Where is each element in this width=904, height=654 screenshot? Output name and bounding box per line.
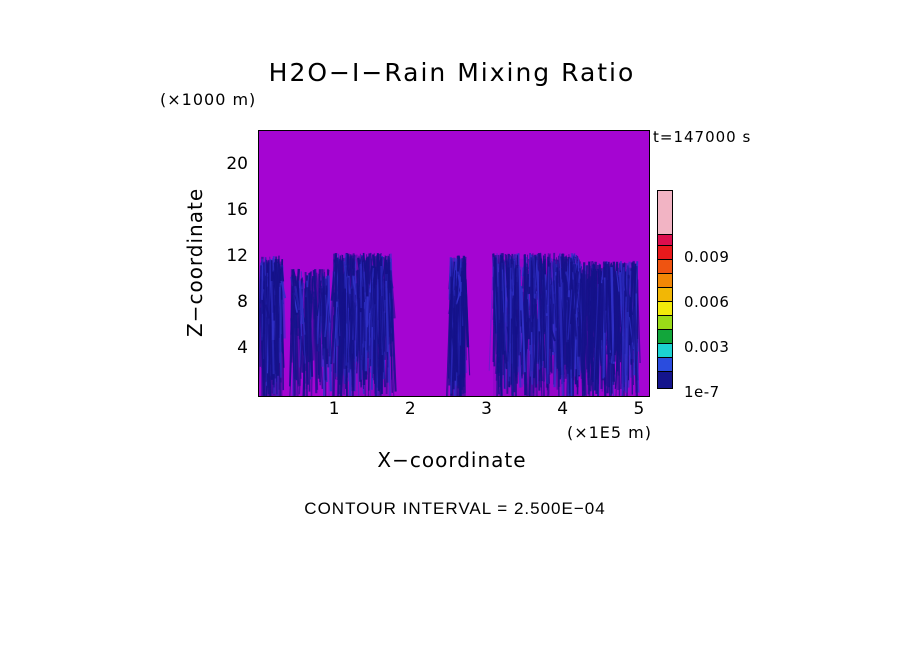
y-axis-unit-label: (×1000 m) — [160, 90, 257, 109]
contour-field-canvas — [259, 131, 649, 396]
colorbar-segment — [657, 273, 673, 288]
chart-title: H2O−I−Rain Mixing Ratio — [268, 58, 636, 87]
x-tick-label: 2 — [404, 399, 416, 419]
colorbar-segment — [657, 315, 673, 330]
x-tick-label: 5 — [633, 399, 645, 419]
colorbar — [657, 190, 673, 389]
plot-area — [258, 130, 650, 397]
x-tick-label: 4 — [557, 399, 569, 419]
x-tick-label: 1 — [328, 399, 340, 419]
colorbar-segment — [657, 245, 673, 260]
colorbar-tick-label: 1e-7 — [684, 383, 720, 402]
colorbar-segment — [657, 287, 673, 302]
colorbar-tick-label: 0.006 — [684, 292, 730, 311]
x-axis-unit-label: (×1E5 m) — [566, 423, 652, 442]
x-axis-title: X−coordinate — [377, 448, 527, 472]
y-axis-title: Z−coordinate — [183, 187, 207, 338]
colorbar-tick-label: 0.009 — [684, 247, 730, 266]
colorbar-segment — [657, 371, 673, 389]
x-tick-label: 3 — [481, 399, 492, 419]
colorbar-segment — [657, 301, 673, 316]
colorbar-segment — [657, 357, 673, 372]
time-label: t=147000 s — [653, 128, 752, 146]
colorbar-segment — [657, 343, 673, 358]
colorbar-tick-label: 0.003 — [684, 338, 730, 357]
colorbar-segment — [657, 329, 673, 344]
colorbar-segment — [657, 259, 673, 274]
colorbar-segment — [657, 190, 673, 235]
contour-interval-label: CONTOUR INTERVAL = 2.500E−04 — [304, 499, 606, 518]
